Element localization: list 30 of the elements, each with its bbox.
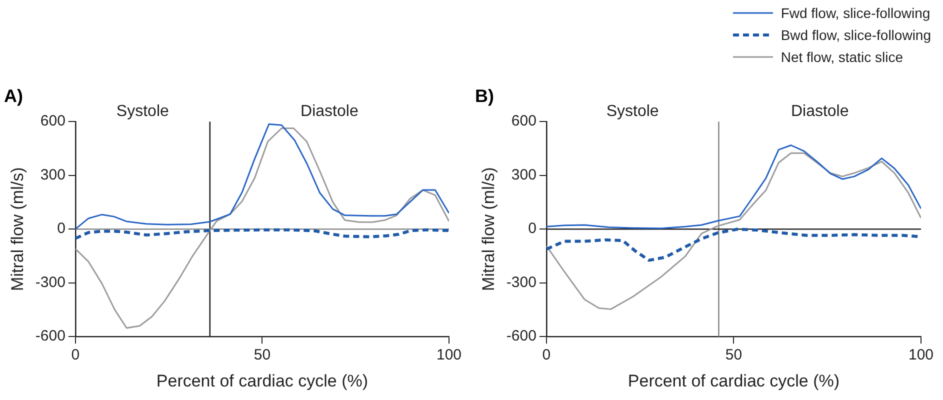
y-tick-label: 300 — [511, 166, 536, 184]
y-tick-label: 300 — [40, 166, 66, 184]
x-tick-label: 100 — [908, 346, 934, 364]
y-tick-label: -600 — [506, 328, 536, 345]
legend-label: Net flow, static slice — [780, 49, 903, 65]
legend-label: Fwd flow, slice-following — [780, 5, 930, 21]
x-tick-label: 0 — [71, 346, 80, 364]
y-axis-title: Mitral flow (ml/s) — [478, 167, 498, 291]
line-series — [75, 228, 449, 240]
x-tick-label: 0 — [542, 346, 551, 364]
chart-title: A) — [4, 86, 23, 106]
y-tick-label: 600 — [511, 112, 536, 130]
x-tick-label: 100 — [436, 346, 462, 364]
x-tick-label: 50 — [254, 346, 271, 364]
legend-label: Bwd flow, slice-following — [780, 27, 931, 43]
text: Systole — [116, 103, 169, 120]
y-tick-label: 600 — [40, 112, 66, 130]
y-tick-label: 0 — [528, 220, 536, 238]
x-axis-title: Percent of cardiac cycle (%) — [628, 371, 840, 390]
y-axis-title: Mitral flow (ml/s) — [8, 167, 27, 291]
text: Systole — [606, 103, 659, 120]
text: Diastole — [300, 103, 358, 120]
x-tick-label: 50 — [725, 346, 742, 364]
y-tick-label: -300 — [35, 274, 66, 291]
x-axis-title: Percent of cardiac cycle (%) — [156, 371, 368, 390]
chart-title: B) — [475, 86, 494, 106]
y-tick-label: -600 — [35, 328, 66, 345]
y-tick-label: 0 — [57, 220, 66, 238]
y-tick-label: -300 — [506, 274, 536, 291]
text: Diastole — [790, 103, 849, 120]
